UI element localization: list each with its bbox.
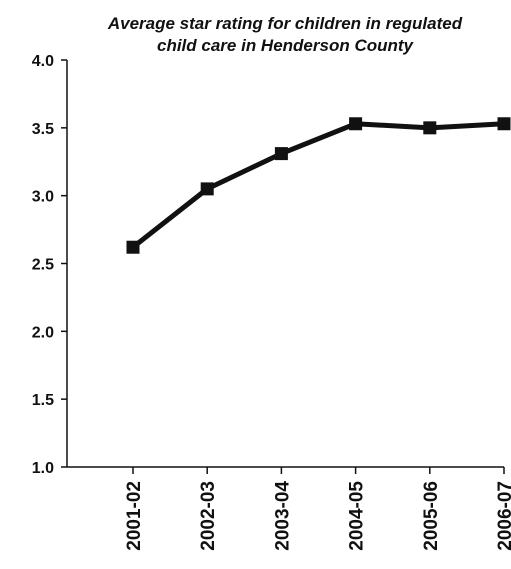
chart-title: Average star rating for children in regu… (107, 14, 463, 55)
x-tick-label: 2004-05 (347, 481, 368, 551)
x-axis: 2001-02 2002-03 2003-04 2004-05 2005-06 2006-… (67, 466, 511, 551)
data-point-marker (423, 121, 437, 135)
data-point-marker (274, 147, 288, 161)
x-tick-label: 2003-04 (272, 481, 293, 551)
y-axis: 1.0 1.5 2.0 2.5 3.0 3.5 4.0 (32, 53, 68, 477)
chart-title-line-1: Average star rating for children in regu… (107, 14, 463, 33)
y-tick-label: 3.0 (32, 189, 54, 206)
y-tick-label: 1.5 (32, 392, 54, 409)
x-tick-label: 2006-07 (495, 481, 511, 551)
y-tick-label: 3.5 (32, 121, 54, 138)
series-line (130, 121, 507, 250)
data-point-marker (497, 117, 511, 131)
x-tick-label: 2002-03 (198, 481, 219, 551)
y-tick-label: 2.5 (32, 257, 54, 274)
data-point-marker (126, 240, 140, 254)
data-point-marker (200, 182, 214, 196)
x-tick-label: 2001-02 (124, 481, 145, 551)
series-layer (126, 117, 511, 254)
data-point-marker (349, 117, 363, 131)
y-tick-label: 2.0 (32, 324, 54, 341)
chart-title-line-2: child care in Henderson County (157, 36, 415, 55)
y-tick-label: 1.0 (32, 460, 54, 477)
y-tick-label: 4.0 (32, 53, 54, 70)
x-tick-label: 2005-06 (421, 481, 442, 551)
